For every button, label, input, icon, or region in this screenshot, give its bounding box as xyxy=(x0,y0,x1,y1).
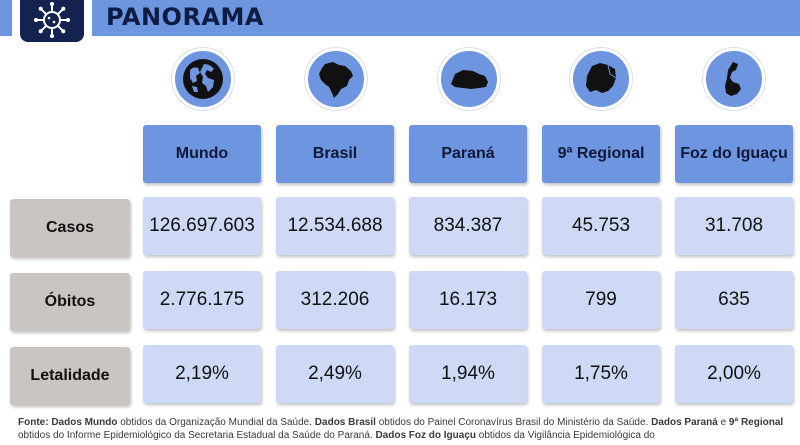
col-header-mundo: Mundo xyxy=(143,125,261,183)
globe-icon xyxy=(183,59,223,99)
cell-letalidade-parana: 1,94% xyxy=(409,345,527,403)
cell-casos-regional: 45.753 xyxy=(542,197,660,255)
globe-icon-badge xyxy=(172,48,234,110)
logo-badge xyxy=(12,0,92,46)
foz-map-badge xyxy=(703,48,765,110)
regional-map-icon xyxy=(586,63,617,93)
source-foz-text: obtidos da Vigilância Epidemiológica do xyxy=(476,430,655,441)
source-brasil-label: Dados Brasil xyxy=(314,417,376,428)
source-regional-label: 9ª Regional xyxy=(728,417,784,428)
source-parana-label: Dados Paraná xyxy=(651,417,718,428)
logo-background xyxy=(20,0,84,42)
cell-casos-brasil: 12.534.688 xyxy=(276,197,394,255)
cell-letalidade-foz: 2,00% xyxy=(675,345,793,403)
parana-map-icon xyxy=(451,70,488,89)
source-mundo-text: obtidos da Organização Mundial da Saúde. xyxy=(117,417,315,428)
row-header-letalidade: Letalidade xyxy=(10,347,130,405)
cell-casos-mundo: 126.697.603 xyxy=(143,197,261,255)
cell-casos-foz: 31.708 xyxy=(675,197,793,255)
cell-letalidade-mundo: 2,19% xyxy=(143,345,261,403)
source-mundo-label: Dados Mundo xyxy=(51,417,118,428)
cell-obitos-foz: 635 xyxy=(675,271,793,329)
cell-obitos-mundo: 2.776.175 xyxy=(143,271,261,329)
regional-map-badge xyxy=(570,48,632,110)
cell-letalidade-brasil: 2,49% xyxy=(276,345,394,403)
source-brasil-text: obtidos do Painel Coronavírus Brasil do … xyxy=(375,417,652,428)
virus-icon xyxy=(34,2,70,38)
source-foz-label: Dados Foz do Iguaçu xyxy=(375,430,477,441)
cell-casos-parana: 834.387 xyxy=(409,197,527,255)
col-header-regional: 9ª Regional xyxy=(542,125,660,183)
row-header-casos: Casos xyxy=(10,199,130,257)
header-bar: PANORAMA xyxy=(0,0,800,36)
parana-map-badge xyxy=(438,48,500,110)
col-header-parana: Paraná xyxy=(409,125,527,183)
cell-obitos-regional: 799 xyxy=(542,271,660,329)
cell-letalidade-regional: 1,75% xyxy=(542,345,660,403)
cell-obitos-parana: 16.173 xyxy=(409,271,527,329)
brazil-map-badge xyxy=(305,48,367,110)
source-label: Fonte: xyxy=(18,417,52,428)
source-note: Fonte: Dados Mundo obtidos da Organizaçã… xyxy=(18,416,794,442)
page-title: PANORAMA xyxy=(106,3,264,31)
col-header-foz: Foz do Iguaçu xyxy=(675,125,793,183)
source-conjunction: e xyxy=(717,417,729,428)
foz-map-icon xyxy=(725,62,741,96)
row-header-obitos: Óbitos xyxy=(10,273,130,331)
cell-obitos-brasil: 312.206 xyxy=(276,271,394,329)
col-header-brasil: Brasil xyxy=(276,125,394,183)
source-parana-text: obtidos do Informe Epidemiológico da Sec… xyxy=(18,430,376,441)
brazil-map-icon xyxy=(319,62,353,98)
